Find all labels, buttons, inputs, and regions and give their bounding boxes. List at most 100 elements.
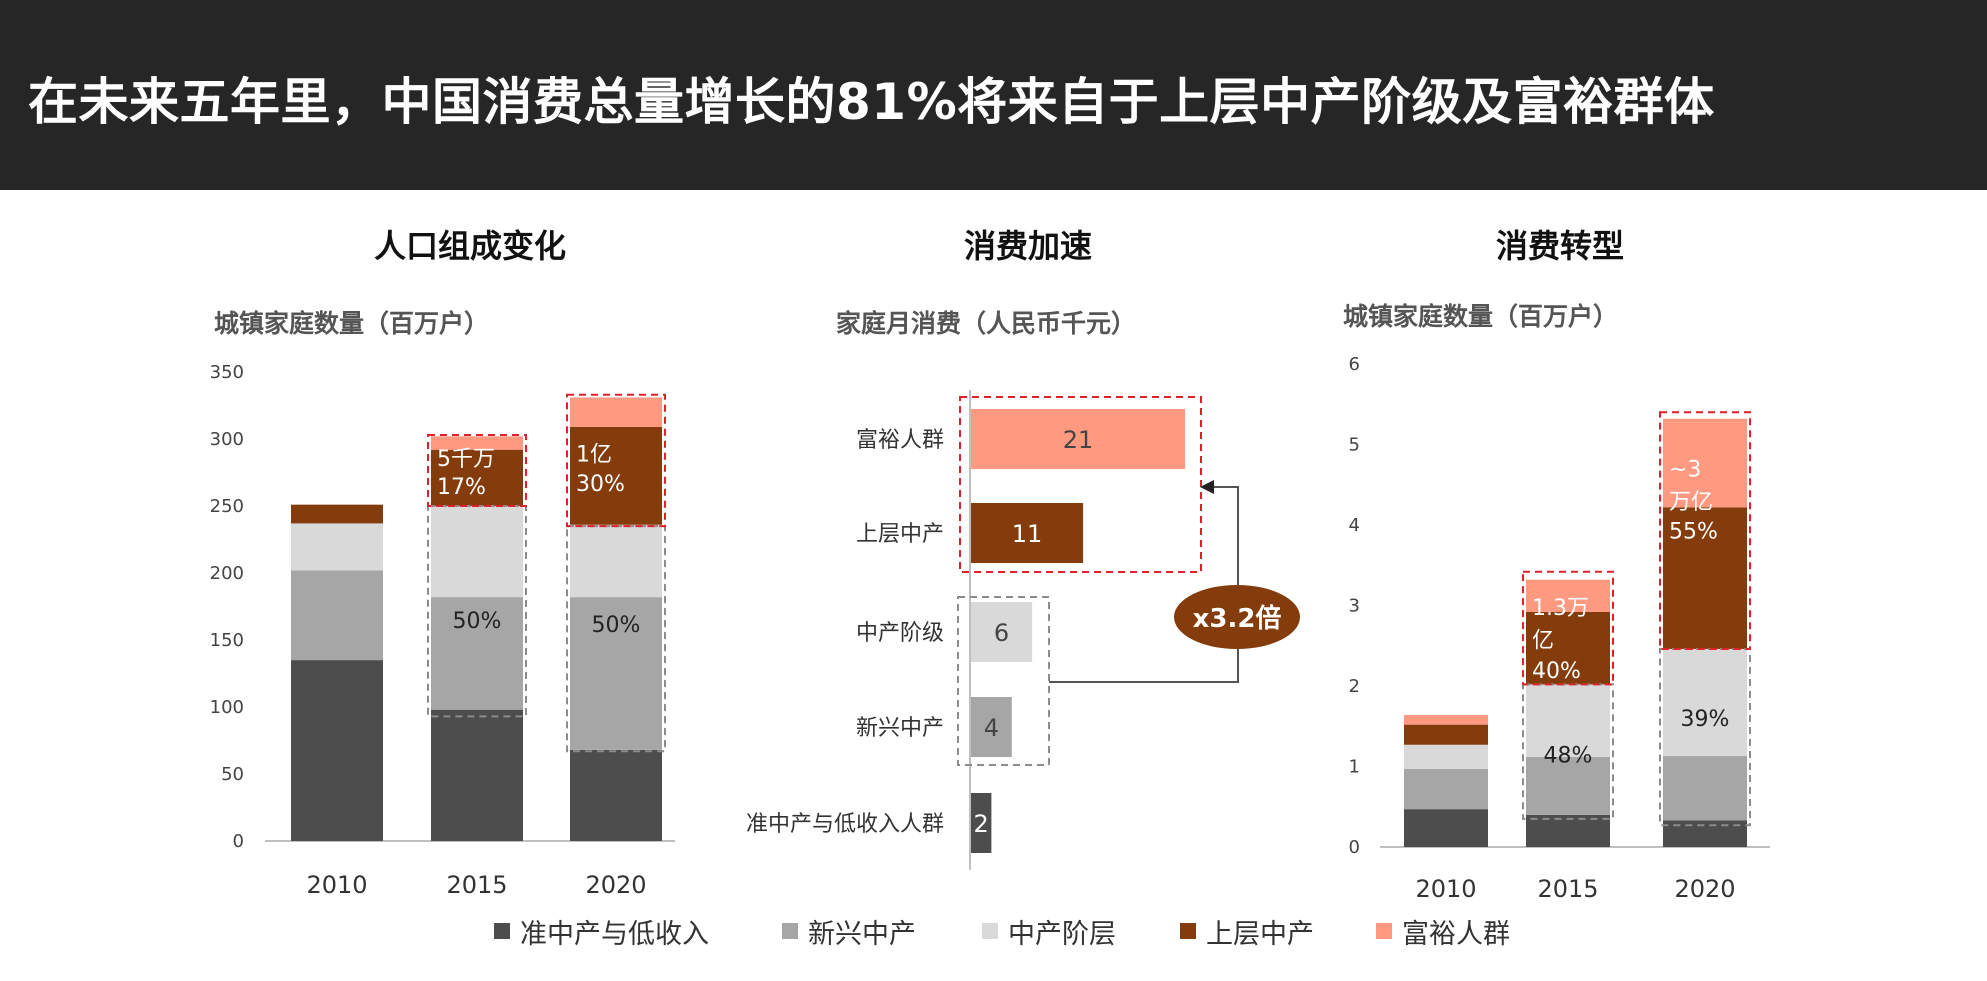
bar-segment <box>431 709 523 841</box>
chart-consumption-horizontal-bar: 富裕人群 21 上层中产 11 中产阶级 6 新兴中产 4 准中产与低收入人群 2 x3.2倍 <box>746 390 1300 870</box>
y-tick-label: 200 <box>210 563 244 584</box>
dashed-highlight-box <box>1522 683 1614 820</box>
dashed-highlight-box <box>566 393 666 528</box>
legend-item: 准中产与低收入 <box>494 913 709 950</box>
legend-item: 新兴中产 <box>782 913 916 950</box>
chart-title-consumption-speed: 消费加速 <box>964 227 1092 265</box>
y-axis-label-consumption: 家庭月消费（人民币千元） <box>836 309 1136 338</box>
bar-segment <box>1404 724 1488 745</box>
y-tick-label: 5 <box>1349 435 1360 456</box>
bar-segment <box>570 524 662 598</box>
chart-consumption-stacked-bar: 0 1 2 3 4 5 6 2010 2015 2020 48% 39% 1.3万亿 40% ~3 万亿 55% <box>1349 354 1770 903</box>
category-label: 中产阶级 <box>856 621 944 646</box>
charts-area: 人口组成变化 消费加速 消费转型 城镇家庭数量（百万户） 家庭月消费（人民币千元… <box>210 227 1770 903</box>
bar-segment <box>431 436 523 450</box>
legend-swatch <box>982 923 998 939</box>
bar-segment <box>1663 418 1747 508</box>
dashed-highlight-box <box>1659 647 1751 827</box>
data-annotation: 1.3万 <box>1532 596 1589 621</box>
bar-segment <box>1404 714 1488 725</box>
chart-title-consumption-shift: 消费转型 <box>1496 227 1624 265</box>
y-tick-label: 0 <box>1349 837 1360 858</box>
y-tick-label: 1 <box>1349 757 1360 778</box>
legend-label: 准中产与低收入 <box>520 918 709 950</box>
bar-segment <box>291 660 383 841</box>
x-tick-label: 2020 <box>1674 875 1735 903</box>
legend-label: 上层中产 <box>1206 918 1314 950</box>
legend-item: 富裕人群 <box>1376 913 1510 950</box>
legend-label: 中产阶层 <box>1008 918 1116 950</box>
dashed-highlight-box <box>427 433 527 508</box>
y-axis-label-households: 城镇家庭数量（百万户） <box>1343 302 1618 331</box>
data-label: 6 <box>994 619 1009 647</box>
x-tick-label: 2015 <box>446 871 507 899</box>
data-annotation: 万亿 <box>1669 490 1713 515</box>
multiplier-badge <box>1174 585 1300 649</box>
x-tick-label: 2015 <box>1537 875 1598 903</box>
data-label: 11 <box>1012 520 1043 548</box>
chart-population-stacked-bar: 0 50 100 150 200 250 300 350 2010 2015 2020 50% 50% 5… <box>210 362 675 899</box>
legend-swatch <box>1180 923 1196 939</box>
bar <box>971 697 1012 757</box>
bar-segment <box>570 597 662 750</box>
bar-segment <box>1526 684 1610 757</box>
bar-segment <box>1663 507 1747 649</box>
category-label: 富裕人群 <box>856 428 944 453</box>
bar <box>971 793 992 853</box>
dashed-highlight-box <box>959 396 1202 573</box>
y-tick-label: 50 <box>221 764 244 785</box>
bar-segment <box>570 749 662 841</box>
bar-segment <box>291 504 383 524</box>
arrow-head <box>1200 480 1214 494</box>
chart-title-population: 人口组成变化 <box>374 227 566 265</box>
y-tick-label: 250 <box>210 496 244 517</box>
category-label: 上层中产 <box>856 522 944 547</box>
bar <box>971 409 1185 469</box>
y-tick-label: 150 <box>210 630 244 651</box>
bar-segment <box>1526 814 1610 847</box>
data-annotation: 40% <box>1532 659 1581 684</box>
legend-item: 中产阶层 <box>982 913 1116 950</box>
data-annotation: 30% <box>576 472 625 497</box>
y-axis-label-population: 城镇家庭数量（百万户） <box>214 309 489 338</box>
bar-segment <box>291 523 383 571</box>
legend-item: 上层中产 <box>1180 913 1314 950</box>
bar-segment <box>1526 611 1610 685</box>
category-label: 准中产与低收入人群 <box>746 812 944 837</box>
bar-segment <box>431 506 523 598</box>
legend-label: 新兴中产 <box>808 918 916 950</box>
data-label: 2 <box>974 810 989 838</box>
data-annotation: 39% <box>1681 707 1730 732</box>
title-bar: 在未来五年里，中国消费总量增长的81%将来自于上层中产阶级及富裕群体 <box>0 0 1987 190</box>
data-annotation: 50% <box>453 609 502 634</box>
y-tick-label: 6 <box>1349 354 1360 375</box>
y-tick-label: 2 <box>1349 676 1360 697</box>
x-tick-label: 2010 <box>1415 875 1476 903</box>
data-annotation: 50% <box>592 613 641 638</box>
bar-segment <box>1526 756 1610 815</box>
data-annotation: 1亿 <box>576 443 612 468</box>
y-tick-label: 3 <box>1349 596 1360 617</box>
data-label: 21 <box>1063 426 1094 454</box>
data-annotation: 55% <box>1669 520 1718 545</box>
legend-swatch <box>1376 923 1392 939</box>
bar-segment <box>1404 768 1488 810</box>
x-tick-label: 2020 <box>585 871 646 899</box>
data-annotation: ~3 <box>1669 458 1701 483</box>
connector-arrow-line <box>1049 486 1239 683</box>
bar-segment <box>570 397 662 427</box>
bar-segment <box>291 570 383 661</box>
bar-segment <box>1526 579 1610 612</box>
y-tick-label: 4 <box>1349 515 1360 536</box>
dashed-highlight-box <box>1659 411 1751 650</box>
bar-segment <box>431 449 523 506</box>
data-annotation: 亿 <box>1532 628 1554 653</box>
legend: 准中产与低收入 新兴中产 中产阶层 上层中产 富裕人群 <box>0 905 1987 955</box>
legend-label: 富裕人群 <box>1402 918 1510 950</box>
bar-segment <box>1404 744 1488 769</box>
bar-segment <box>431 597 523 710</box>
data-label: 4 <box>984 714 999 742</box>
y-tick-label: 0 <box>233 831 244 852</box>
bar-segment <box>1663 756 1747 821</box>
multiplier-label: x3.2倍 <box>1193 603 1282 634</box>
